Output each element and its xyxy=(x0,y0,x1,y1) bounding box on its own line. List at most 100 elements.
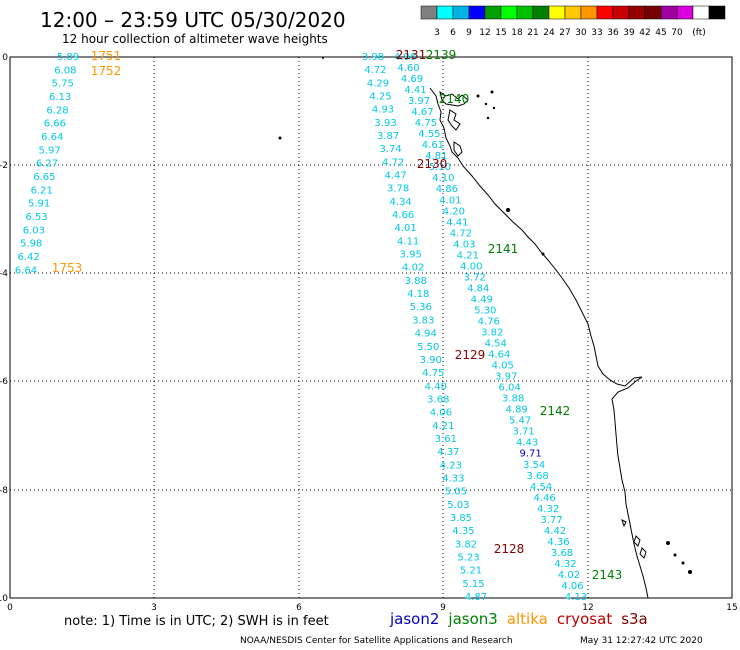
wave-height-value: 4.75 xyxy=(415,118,437,129)
wave-height-value: 4.01 xyxy=(395,223,417,234)
coastline xyxy=(429,87,649,599)
wave-height-value: 4.96 xyxy=(394,52,416,63)
wave-height-value: 4.35 xyxy=(452,526,474,537)
wave-height-value: 4.72 xyxy=(382,157,404,168)
wave-height-value: 6.65 xyxy=(33,172,55,183)
pass-number-label: 2141 xyxy=(488,242,519,256)
wave-height-value: 6.28 xyxy=(46,105,68,116)
pass-number-label: 2129 xyxy=(455,348,486,362)
wave-height-value: 4.43 xyxy=(516,438,538,449)
wave-height-value: 4.93 xyxy=(372,105,394,116)
wave-height-value: 5.03 xyxy=(447,500,469,511)
wave-height-value: 4.81 xyxy=(425,151,447,162)
y-tick-label: 0 xyxy=(2,53,8,63)
wave-height-value: 4.02 xyxy=(558,570,580,581)
legend-label: 30 xyxy=(575,28,587,38)
legend-label: 27 xyxy=(559,28,570,38)
wave-height-value: 4.32 xyxy=(537,504,559,515)
wave-height-value: 6.42 xyxy=(17,252,39,263)
wave-height-value: 4.41 xyxy=(404,85,426,96)
pass-number-label: 1753 xyxy=(52,261,83,275)
wave-height-value: 4.00 xyxy=(460,261,482,272)
wave-height-value: 3.78 xyxy=(387,184,409,195)
wave-height-value: 3.72 xyxy=(464,272,486,283)
wave-height-value: 3.54 xyxy=(523,460,545,471)
map-grid xyxy=(10,57,732,598)
wave-height-value: 5.75 xyxy=(52,79,74,90)
wave-height-value: 6.53 xyxy=(25,212,47,223)
wave-height-value: 6.13 xyxy=(49,92,71,103)
x-tick-label: 3 xyxy=(151,603,157,610)
pass-number-label: 2130 xyxy=(417,157,448,171)
wave-height-map: 0 3 6 9 12 15 0 -2 -4 -6 -8 -10 5.89 6.08 5.75 6.13 6.2… xyxy=(0,48,738,610)
satellite-jason2-label: jason2 xyxy=(390,610,440,628)
x-tick-label: 15 xyxy=(726,603,737,610)
wave-height-value: 5.91 xyxy=(28,199,50,210)
pass-number-label: 2140 xyxy=(439,92,470,106)
pass-number-label: 2142 xyxy=(540,404,571,418)
wave-height-value: 3.97 xyxy=(408,96,430,107)
wave-height-value: 4.84 xyxy=(467,283,489,294)
wave-height-value: 3.83 xyxy=(412,315,434,326)
wave-height-value: 4.21 xyxy=(432,421,454,432)
legend-label: 21 xyxy=(527,28,538,38)
pass-number-label: 2128 xyxy=(494,542,525,556)
wave-height-value: 5.50 xyxy=(417,342,439,353)
wave-height-value: 4.64 xyxy=(488,350,510,361)
wave-height-value: 4.37 xyxy=(437,447,459,458)
wave-height-value: 4.49 xyxy=(471,294,493,305)
wave-height-value: 4.23 xyxy=(440,460,462,471)
wave-height-value: 3.85 xyxy=(450,513,472,524)
wave-height-value: 4.05 xyxy=(492,361,514,372)
satellite-legend: jason2 jason3 altika cryosat s3a xyxy=(390,610,657,628)
x-tick-label: 6 xyxy=(296,603,302,610)
wave-height-value: 4.54 xyxy=(530,482,552,493)
wave-height-value: 5.97 xyxy=(38,145,60,156)
wave-height-value: 6.64 xyxy=(41,132,63,143)
footer-credit: NOAA/NESDIS Center for Satellite Applica… xyxy=(240,636,513,646)
wave-height-value: 4.66 xyxy=(392,210,414,221)
satellite-altika-label: altika xyxy=(506,610,548,628)
wave-height-value: 5.21 xyxy=(460,566,482,577)
legend-label: 24 xyxy=(543,28,555,38)
wave-height-value: 4.75 xyxy=(422,368,444,379)
legend-label: 3 xyxy=(434,28,440,38)
x-tick-label: 12 xyxy=(582,603,593,610)
legend-label: 9 xyxy=(466,28,472,38)
wave-height-value: 5.98 xyxy=(20,239,42,250)
wave-height-value: 3.77 xyxy=(540,515,562,526)
wave-height-value: 9.71 xyxy=(519,449,541,460)
wave-height-value: 6.04 xyxy=(499,383,521,394)
wave-height-value: 5.15 xyxy=(462,579,484,590)
wave-height-value: 5.10 xyxy=(429,162,451,173)
y-tick-label: -8 xyxy=(0,486,8,496)
wave-height-value: 3.68 xyxy=(427,394,449,405)
wave-height-value: 4.01 xyxy=(439,195,461,206)
wave-height-value: 4.61 xyxy=(422,140,444,151)
legend-label: 39 xyxy=(623,28,635,38)
wave-height-value: 4.10 xyxy=(432,173,454,184)
wave-height-value: 6.66 xyxy=(44,119,66,130)
pass-number-label: 2139 xyxy=(426,48,457,62)
legend-label: (ft) xyxy=(692,28,706,38)
wave-height-value: 4.89 xyxy=(506,405,528,416)
wave-height-value: 3.68 xyxy=(526,471,548,482)
wave-height-value: 4.69 xyxy=(401,74,423,85)
y-tick-label: -2 xyxy=(0,161,8,171)
legend-label: 36 xyxy=(607,28,619,38)
satellite-s3a-label: s3a xyxy=(621,610,648,628)
wave-height-value: 4.42 xyxy=(544,526,566,537)
map-subtitle: 12 hour collection of altimeter wave hei… xyxy=(62,32,328,46)
wave-height-value: 4.40 xyxy=(425,381,447,392)
wave-height-value: 3.98 xyxy=(362,52,384,63)
wave-height-value: 4.87 xyxy=(465,592,487,603)
wave-height-value: 3.71 xyxy=(513,427,535,438)
wave-height-value: 4.94 xyxy=(415,329,437,340)
wave-height-value: 4.41 xyxy=(446,217,468,228)
legend-label: 6 xyxy=(450,28,456,38)
wave-height-value: 4.29 xyxy=(367,78,389,89)
wave-height-value: 3.95 xyxy=(400,250,422,261)
satellite-jason3-label: jason3 xyxy=(448,610,498,628)
wave-height-value: 4.34 xyxy=(390,197,412,208)
wave-height-value: 6.64 xyxy=(15,265,37,276)
